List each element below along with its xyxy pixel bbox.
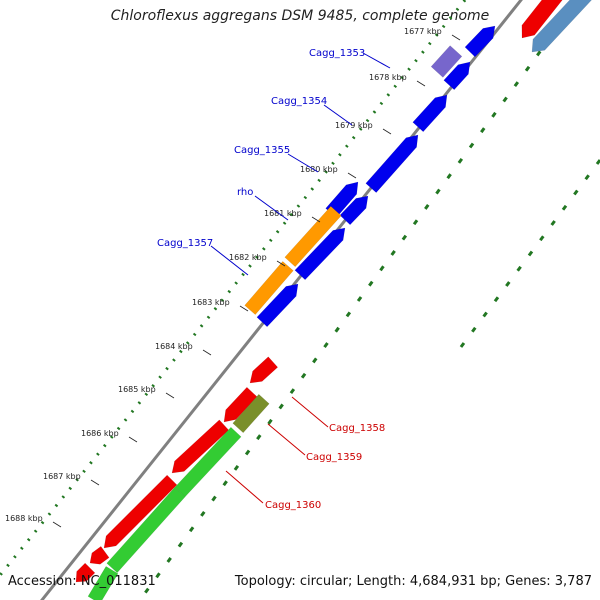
tick-label: 1683 kbp [192, 298, 230, 307]
tick-mark [416, 80, 426, 87]
cds-arrow-green [106, 486, 186, 574]
cds-arrow-rev [249, 356, 279, 384]
cds-arrow-olive [232, 393, 270, 434]
tick-mark [52, 521, 62, 528]
tick-mark [128, 436, 138, 443]
far-dash-track [453, 159, 600, 356]
tick-label: 1681 kbp [264, 209, 302, 218]
accession-text: Accession: NC_011831 [8, 574, 156, 589]
cds-arrow-rho [244, 261, 294, 315]
cds-arrow-rev [223, 386, 258, 423]
cds-arrow-fwd [325, 181, 359, 218]
label-leader-line [323, 104, 353, 126]
tick-label: 1678 kbp [369, 73, 407, 82]
gene-label-cagg_1353[interactable]: Cagg_1353 [309, 48, 365, 59]
tick-mark [451, 34, 461, 41]
label-leader-line [287, 153, 319, 173]
label-leader-line [362, 52, 391, 69]
cds-arrow-rev [103, 474, 178, 549]
cds-arrow-fwd [365, 134, 419, 193]
tick-mark [90, 479, 100, 486]
tick-labels: 1677 kbp 1678 kbp 1679 kbp 1680 kbp 1681 kbp… [5, 27, 461, 528]
gene-label-cagg_1354[interactable]: Cagg_1354 [271, 96, 327, 107]
outer-dot-track [0, 0, 467, 578]
inner-dash-track [138, 0, 580, 600]
cds-arrow-rev [171, 419, 230, 474]
cds-arrow-fwd [339, 195, 369, 226]
tick-label: 1680 kbp [300, 165, 338, 174]
tick-label: 1688 kbp [5, 514, 43, 523]
tick-mark [165, 392, 175, 399]
cds-arrow-green [87, 566, 119, 600]
tick-label: 1687 kbp [43, 472, 81, 481]
gene-label-cagg_1360[interactable]: Cagg_1360 [265, 500, 321, 511]
tick-mark [239, 305, 249, 312]
tick-mark [347, 172, 357, 179]
label-leader-line [254, 195, 289, 221]
tick-mark [202, 349, 212, 356]
gene-label-cagg_1358[interactable]: Cagg_1358 [329, 423, 385, 434]
cds-arrow-rho [284, 205, 342, 268]
tick-label: 1682 kbp [229, 253, 267, 262]
tick-label: 1684 kbp [155, 342, 193, 351]
forward-strand-genes [244, 25, 496, 328]
cds-arrow-rev [89, 546, 110, 565]
tick-label: 1685 kbp [118, 385, 156, 394]
cds-arrow-fwd [464, 25, 496, 58]
gene-label-rho[interactable]: rho [237, 187, 253, 198]
label-leader-line [210, 245, 249, 276]
cds-arrow-fwd [256, 283, 299, 328]
label-leader-line [225, 470, 264, 504]
cds-arrow-fwd [412, 94, 448, 133]
cds-arrow-rev [75, 562, 96, 583]
tick-mark [311, 216, 321, 223]
gene-label-cagg_1359[interactable]: Cagg_1359 [306, 452, 362, 463]
cds-arrow-steelblue [531, 0, 592, 53]
tick-label: 1686 kbp [81, 429, 119, 438]
genome-title: Chloroflexus aggregans DSM 9485, complet… [110, 8, 490, 24]
gene-label-cagg_1355[interactable]: Cagg_1355 [234, 145, 290, 156]
tick-mark [276, 260, 286, 267]
cds-arrow-purple [430, 45, 463, 78]
gene-label-cagg_1357[interactable]: Cagg_1357 [157, 238, 213, 249]
label-leader-line [291, 396, 329, 428]
cds-arrow-fwd [443, 61, 471, 91]
topology-summary: Topology: circular; Length: 4,684,931 bp… [234, 574, 592, 589]
tick-label: 1677 kbp [404, 27, 442, 36]
cds-arrow-rev [521, 0, 563, 39]
tick-label: 1679 kbp [335, 121, 373, 130]
cds-arrow-fwd [294, 227, 346, 281]
label-leader-line [267, 423, 306, 456]
tick-mark [382, 128, 392, 135]
reverse-strand-genes [75, 0, 592, 600]
